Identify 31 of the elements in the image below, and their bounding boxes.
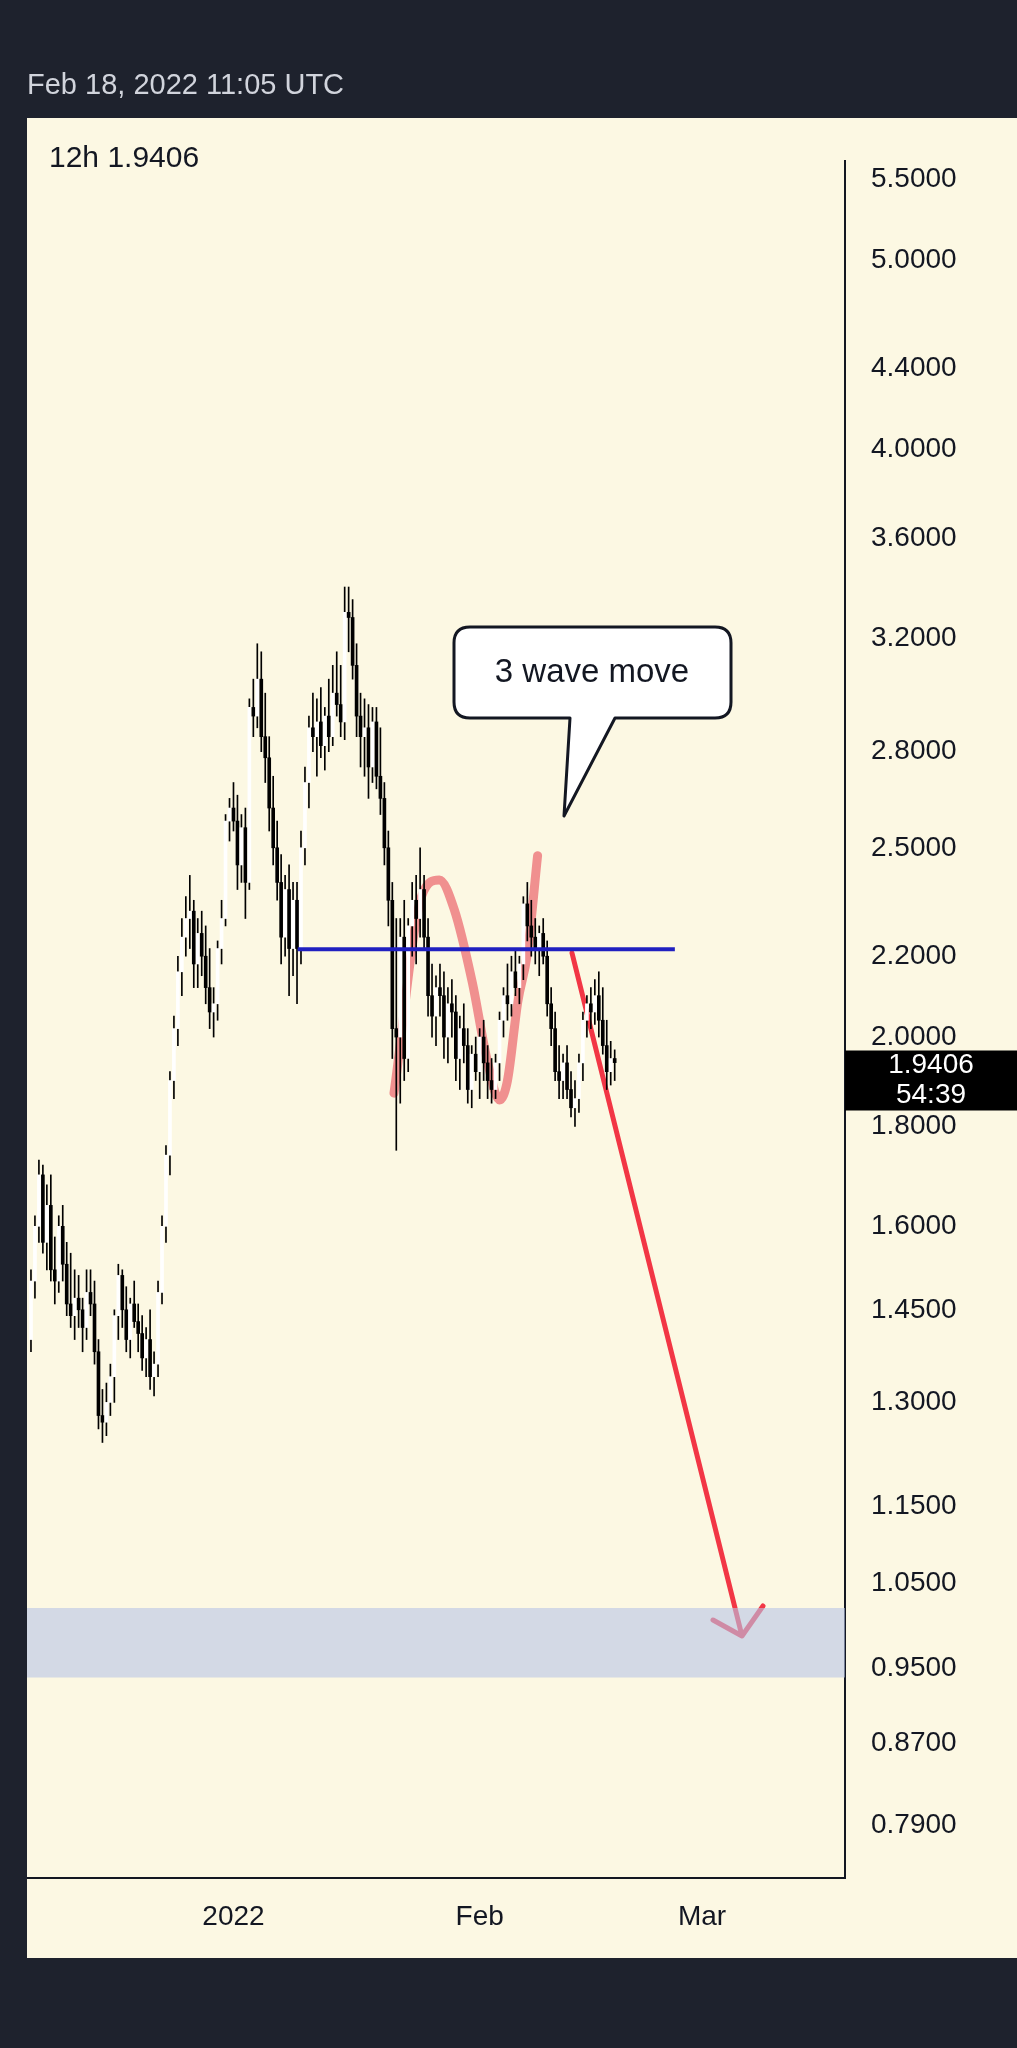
y-tick-label: 4.0000: [871, 431, 957, 463]
y-tick-label: 2.2000: [871, 938, 957, 970]
y-tick-label: 1.8000: [871, 1109, 957, 1141]
y-tick-label: 1.1500: [871, 1489, 957, 1521]
y-tick-label: 2.0000: [871, 1019, 957, 1051]
y-tick-label: 1.0500: [871, 1566, 957, 1598]
y-tick-label: 2.8000: [871, 734, 957, 766]
y-tick-label: 0.9500: [871, 1651, 957, 1683]
text: 1.9406: [888, 1048, 974, 1080]
y-tick-label: 1.3000: [871, 1385, 957, 1417]
y-tick-label: 1.4500: [871, 1292, 957, 1324]
x-tick-label: Mar: [677, 1899, 727, 1931]
candlestick: [589, 987, 593, 1029]
y-tick-label: 3.2000: [871, 621, 957, 653]
y-tick-label: 0.8700: [871, 1725, 957, 1757]
y-tick-label: 5.0000: [871, 242, 957, 274]
text: 54:39: [895, 1078, 967, 1110]
x-tick-label: Feb: [455, 1899, 504, 1931]
chart-subtitle: Feb 18, 2022 11:05 UTC: [27, 68, 345, 101]
y-tick-label: 0.7900: [871, 1807, 957, 1839]
y-tick-label: 1.6000: [871, 1209, 957, 1241]
y-tick-label: 2.5000: [871, 830, 957, 862]
y-tick-label: 3.6000: [871, 521, 957, 553]
candlestick: [311, 692, 315, 753]
y-tick-label: 5.5000: [871, 161, 957, 193]
x-tick-label: 2022: [202, 1899, 265, 1931]
speech-bubble: 3 wave move: [452, 625, 733, 818]
chart-title: 12h 1.9406: [49, 140, 200, 174]
annotation: 3 wave move: [494, 652, 690, 689]
candlestick: [612, 1049, 617, 1081]
y-tick-label: 4.4000: [871, 351, 957, 383]
